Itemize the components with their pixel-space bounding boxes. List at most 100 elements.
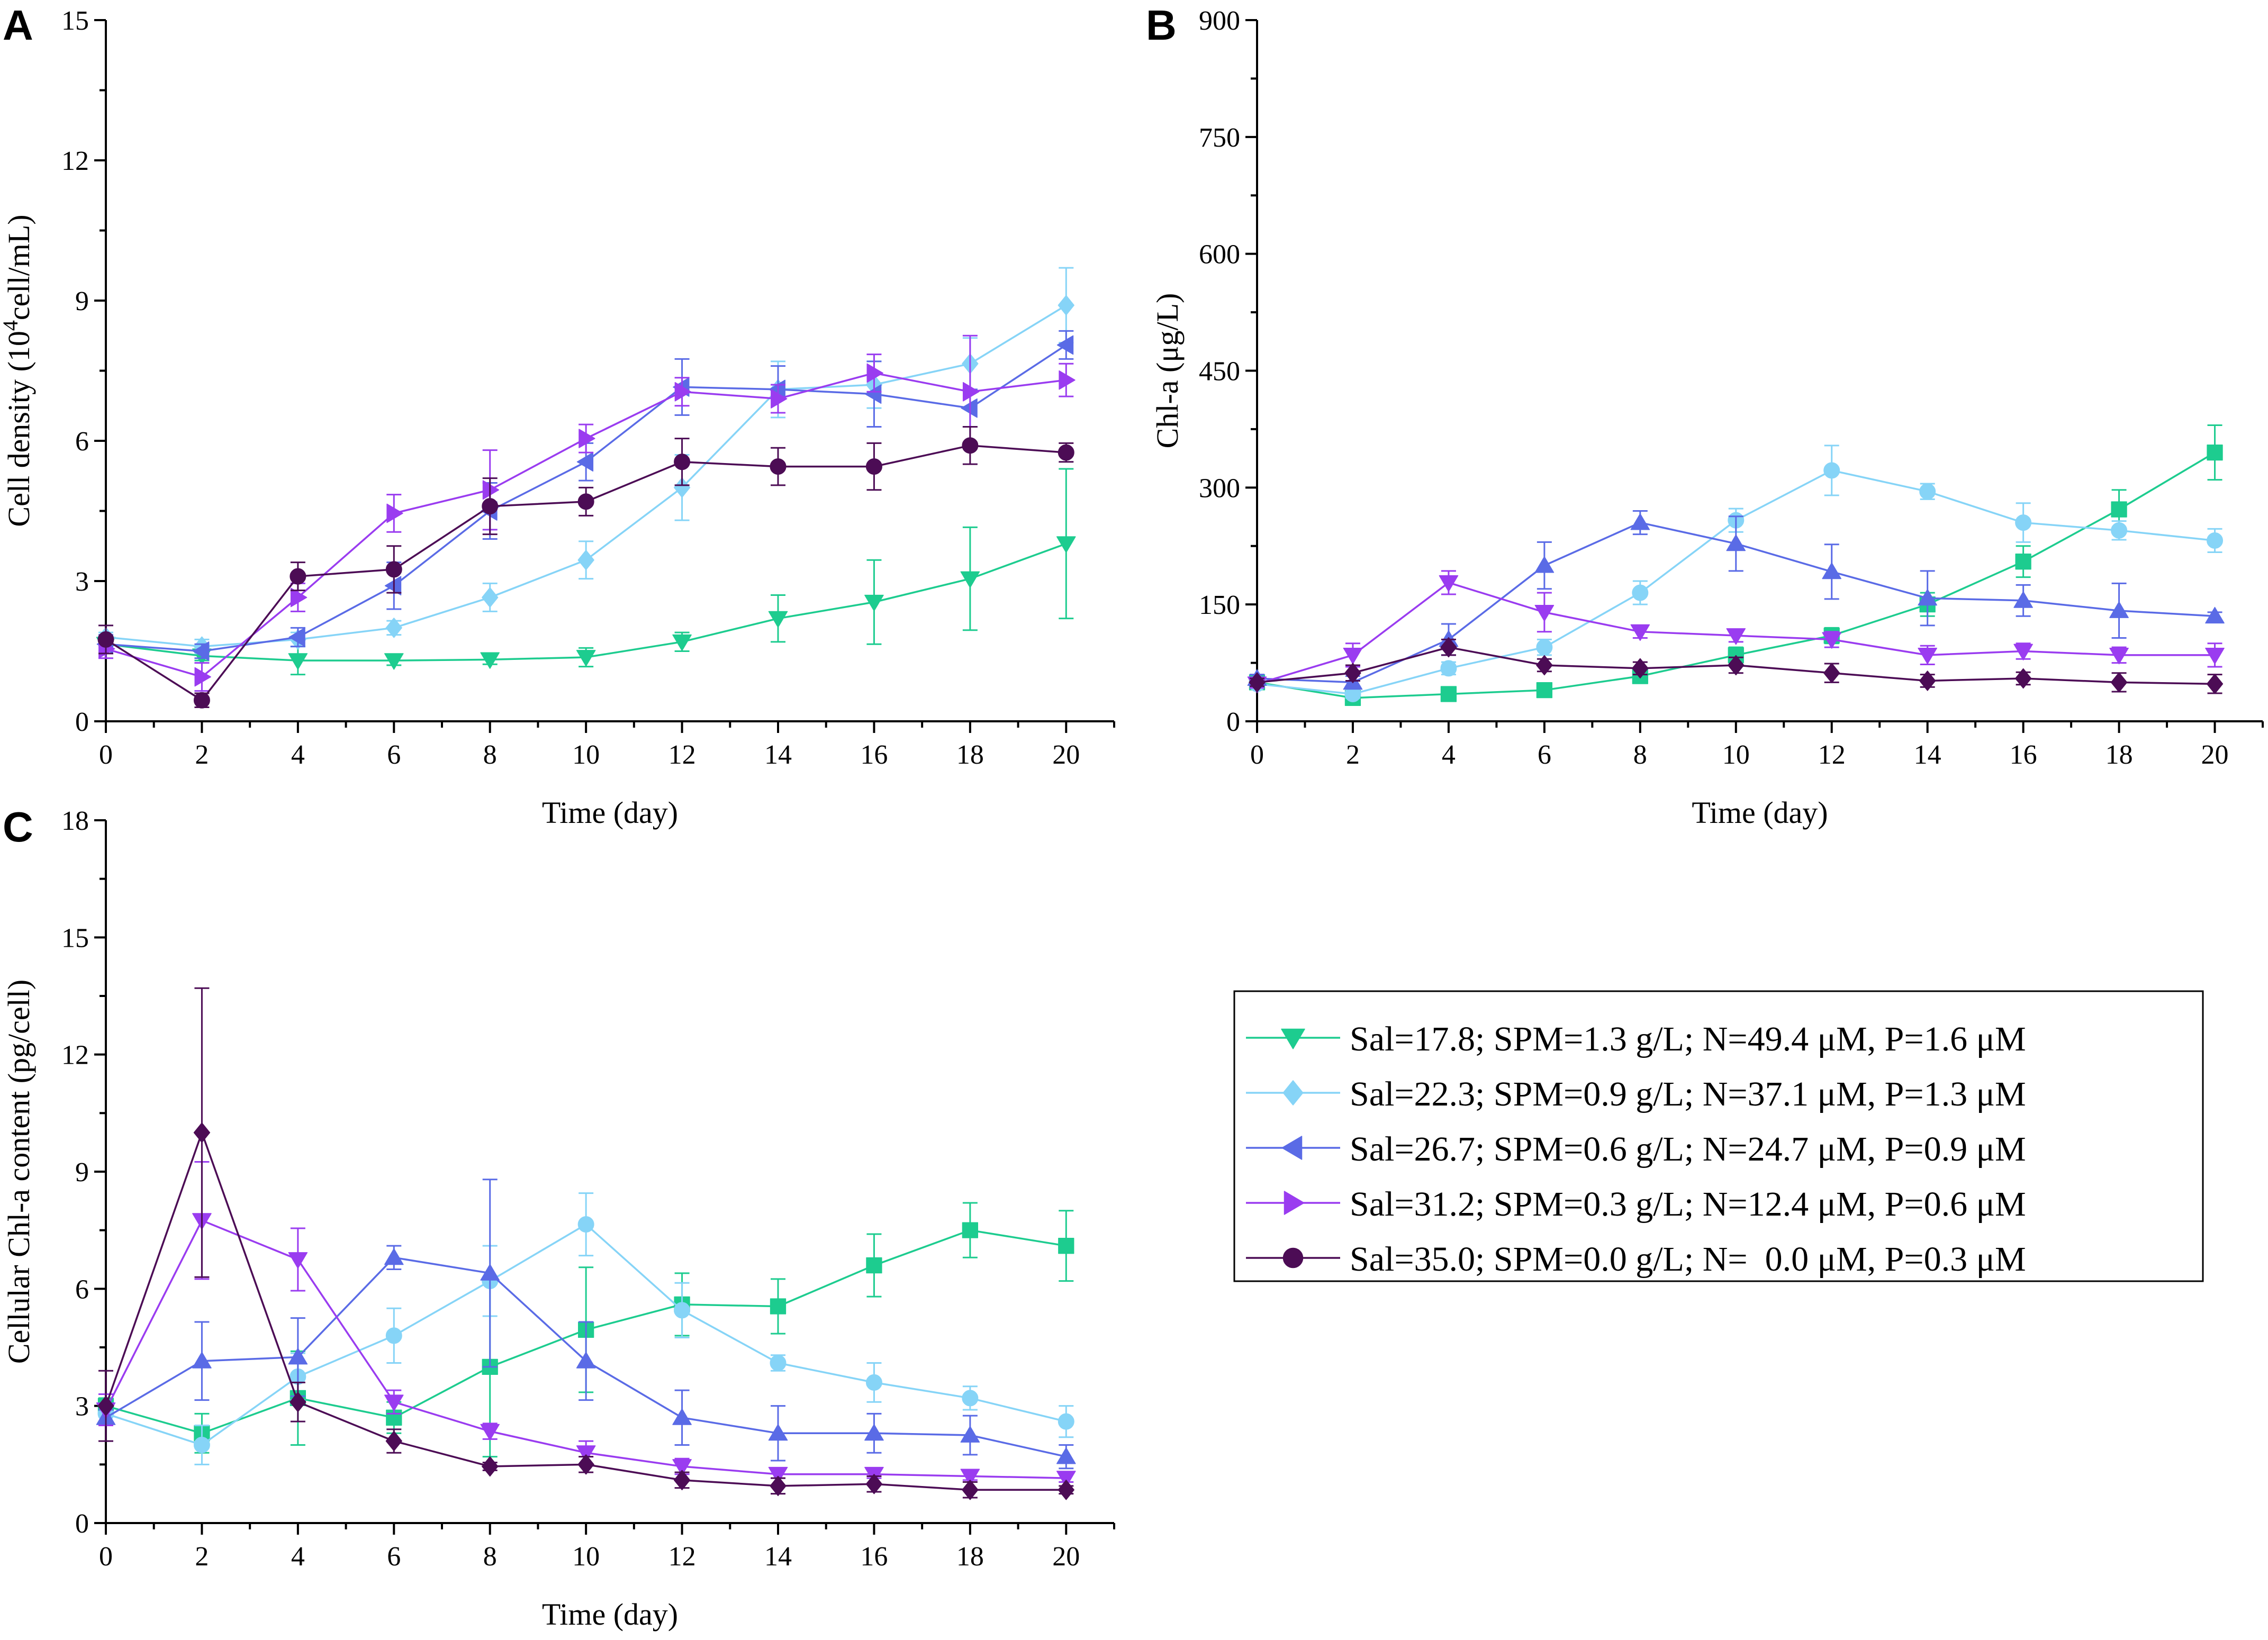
data-point — [1440, 660, 1457, 677]
data-point — [962, 1480, 979, 1500]
data-point — [2207, 444, 2223, 461]
data-point — [2206, 674, 2224, 694]
y-tick-label: 15 — [61, 6, 89, 36]
data-point — [866, 1257, 882, 1274]
data-point — [2015, 554, 2031, 570]
x-tick-label: 8 — [483, 1542, 497, 1572]
series-s3 — [96, 1179, 1076, 1470]
data-point — [288, 1348, 308, 1365]
data-point — [2014, 668, 2032, 689]
legend-item-s4: Sal=31.2; SPM=0.3 g/L; N=12.4 μM, P=0.6 … — [1246, 1185, 2026, 1224]
series-s5 — [97, 426, 1074, 709]
data-point — [577, 550, 594, 570]
series-s5 — [1249, 637, 2224, 694]
legend-marker — [1281, 1028, 1305, 1049]
x-axis-title: Time (day) — [542, 795, 678, 830]
y-tick-label: 900 — [1199, 6, 1240, 36]
y-tick-label: 0 — [75, 707, 89, 737]
legend: Sal=17.8; SPM=1.3 g/L; N=49.4 μM, P=1.6 … — [1233, 990, 2204, 1282]
x-tick-label: 10 — [572, 740, 600, 770]
data-point — [386, 503, 403, 523]
x-tick-label: 14 — [764, 1542, 792, 1572]
data-point — [1344, 663, 1361, 683]
data-point — [290, 1392, 306, 1412]
data-point — [1058, 1480, 1074, 1500]
data-point — [482, 480, 500, 500]
data-point — [1343, 647, 1363, 665]
x-tick-label: 0 — [1250, 740, 1264, 770]
data-point — [865, 1474, 883, 1494]
data-point — [673, 1470, 691, 1491]
data-point — [194, 667, 211, 687]
x-tick-label: 4 — [1442, 740, 1456, 770]
data-point — [865, 384, 882, 404]
x-tick-label: 18 — [956, 740, 984, 770]
data-point — [865, 1374, 882, 1391]
series-s4 — [98, 334, 1076, 692]
data-point — [2111, 501, 2127, 518]
y-tick-label: 18 — [61, 806, 89, 836]
y-tick-label: 0 — [1226, 707, 1240, 737]
y-tick-label: 450 — [1199, 357, 1240, 387]
data-point — [193, 641, 210, 661]
y-tick-label: 15 — [61, 923, 89, 953]
data-point — [385, 561, 402, 578]
y-tick-label: 3 — [75, 567, 89, 597]
data-point — [384, 1394, 404, 1411]
data-point — [1056, 536, 1076, 553]
data-point — [290, 568, 306, 585]
data-point — [673, 477, 691, 498]
data-point — [770, 1298, 787, 1315]
x-tick-label: 12 — [1818, 740, 1846, 770]
series-line — [105, 372, 1067, 678]
legend-marker — [1282, 1080, 1304, 1106]
data-point — [193, 1122, 211, 1143]
y-tick-label: 600 — [1199, 240, 1240, 270]
data-point — [1918, 588, 1937, 606]
legend-label: Sal=31.2; SPM=0.3 g/L; N=12.4 μM, P=0.6 … — [1350, 1185, 2026, 1224]
data-point — [576, 452, 594, 472]
x-tick-label: 12 — [668, 1542, 696, 1572]
y-tick-label: 9 — [75, 1157, 89, 1188]
data-point — [2109, 647, 2129, 665]
panel-b: B 0 2 4 6 8 10 12 14 16 18 20 0 150 300 450 600 750 900 Tim… — [1146, 2, 2264, 830]
data-point — [97, 631, 114, 648]
data-point — [1918, 647, 1937, 665]
data-point — [577, 1454, 594, 1475]
data-point — [672, 634, 692, 651]
data-point — [288, 653, 308, 670]
y-tick-label: 300 — [1199, 473, 1240, 503]
data-point — [962, 1222, 978, 1238]
panel-letter: A — [3, 2, 33, 49]
data-point — [385, 1327, 402, 1344]
data-point — [2205, 647, 2225, 665]
data-point — [1439, 575, 1459, 592]
data-point — [1823, 462, 1840, 479]
data-point — [576, 1352, 596, 1369]
data-point — [960, 1469, 980, 1485]
legend-label: Sal=35.0; SPM=0.0 g/L; N= 0.0 μM, P=0.3 … — [1350, 1240, 2026, 1279]
data-point — [962, 437, 979, 454]
legend-label: Sal=22.3; SPM=0.9 g/L; N=37.1 μM, P=1.3 … — [1350, 1075, 2026, 1113]
data-point — [482, 587, 499, 608]
data-point — [1632, 584, 1649, 601]
series-s4 — [96, 1161, 1076, 1488]
data-point — [579, 429, 595, 448]
data-point — [1822, 562, 1842, 579]
x-tick-label: 0 — [99, 740, 113, 770]
x-tick-label: 4 — [291, 740, 305, 770]
y-axis-title: Chl-a (μg/L) — [1150, 293, 1185, 449]
data-point — [1249, 672, 1266, 693]
y-tick-label: 3 — [75, 1392, 89, 1422]
data-point — [2111, 522, 2128, 539]
panel-c: C 0 2 4 6 8 10 12 14 16 18 20 0 3 6 9 12 15 18 Time (day) Ce… — [2, 803, 1115, 1632]
data-point — [672, 1459, 692, 1476]
data-point — [1728, 655, 1745, 676]
data-point — [770, 1475, 787, 1497]
data-point — [2110, 672, 2128, 693]
data-point — [1056, 1471, 1076, 1488]
data-point — [2013, 644, 2033, 660]
x-tick-label: 10 — [572, 1542, 600, 1572]
data-point — [2207, 532, 2224, 549]
data-point — [482, 1456, 499, 1477]
